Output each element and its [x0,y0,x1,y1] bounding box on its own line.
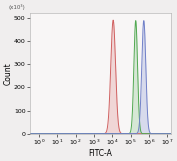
Text: (x10³): (x10³) [9,4,25,9]
Y-axis label: Count: Count [4,62,12,85]
X-axis label: FITC-A: FITC-A [88,149,112,157]
